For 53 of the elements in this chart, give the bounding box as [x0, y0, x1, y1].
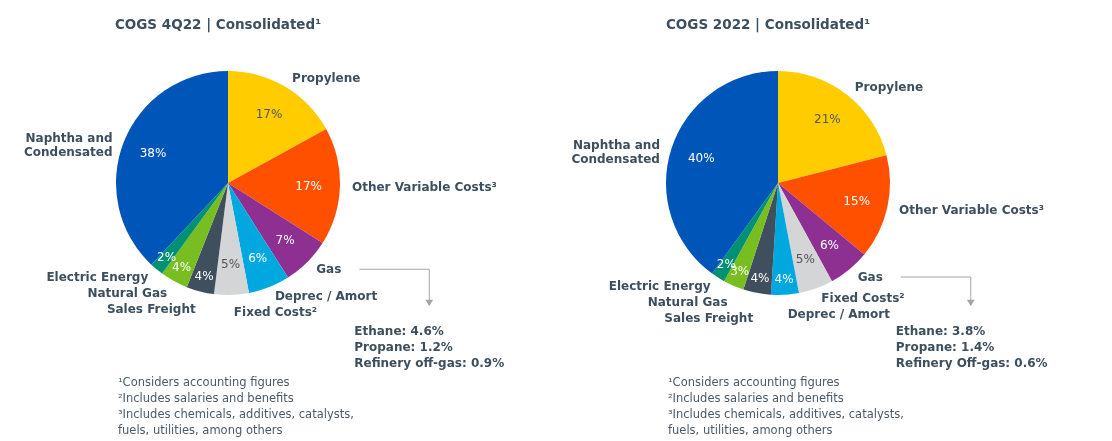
data-label: 21%: [814, 112, 841, 127]
slice-label: Electric Energy: [608, 279, 711, 294]
pie-slice: [228, 129, 340, 244]
text: ³Includes chemicals, additives, catalysts,: [668, 407, 904, 421]
slice-label: Other Variable Costs³: [351, 179, 497, 194]
data-label: 4%: [750, 270, 770, 285]
text: ¹Considers accounting figures: [668, 375, 840, 389]
pie-slice: [213, 183, 249, 295]
text: Propane: 1.4%: [895, 340, 995, 354]
pie-slice: [666, 71, 778, 274]
text: Ethane: 3.8%: [895, 324, 986, 338]
text: Propane: 1.2%: [354, 340, 453, 354]
text: ¹Considers accounting figures: [118, 375, 290, 389]
text: Refinery Off-gas: 0.6%: [895, 356, 1048, 370]
slice-label: Natural Gas: [647, 295, 728, 310]
data-label: 7%: [275, 233, 295, 248]
text: ²Includes salaries and benefits: [668, 391, 844, 405]
data-label: 5%: [795, 251, 815, 266]
slice-label: Deprec / Amort: [274, 289, 378, 304]
slice-label: Naphtha and Condensated: [23, 131, 113, 160]
slice-label: Gas: [316, 262, 342, 277]
slice-label: Deprec / Amort: [787, 306, 891, 321]
pie-slice: [778, 155, 890, 255]
chart-title: COGS 4Q22 | Consolidated¹: [114, 16, 322, 33]
slice-label: Electric Energy: [46, 270, 149, 284]
data-label: 40%: [687, 151, 715, 166]
text: ²Includes salaries and benefits: [118, 391, 294, 405]
text: fuels, utilities, among others: [668, 423, 833, 437]
data-label: 17%: [295, 178, 322, 193]
data-label: 4%: [172, 260, 192, 275]
slice-label: Sales Freight: [664, 311, 754, 326]
slice-label: Gas: [857, 270, 883, 284]
slice-label: Naphtha and Condensated: [571, 138, 660, 167]
data-label: 6%: [819, 238, 839, 253]
data-label: 15%: [843, 193, 871, 208]
data-label: 4%: [194, 269, 214, 284]
text: Ethane: 4.6%: [354, 324, 444, 338]
text: Refinery off-gas: 0.9%: [354, 356, 505, 370]
slice-label: Fixed Costs²: [821, 290, 905, 305]
slice-label: Propylene: [854, 79, 924, 94]
data-label: 17%: [255, 106, 283, 121]
data-label: 4%: [774, 272, 794, 287]
data-label: 6%: [248, 250, 268, 265]
data-label: 5%: [221, 256, 241, 271]
text: fuels, utilities, among others: [118, 423, 283, 437]
chart-title: COGS 2022 | Consolidated¹: [665, 16, 871, 33]
slice-label: Fixed Costs²: [233, 305, 318, 320]
slice-label: Natural Gas: [87, 286, 168, 300]
text: ³Includes chemicals, additives, catalysts,: [118, 407, 354, 421]
slice-label: Propylene: [292, 70, 361, 85]
data-label: 38%: [139, 146, 167, 161]
slice-label: Sales Freight: [106, 302, 196, 316]
slice-label: Other Variable Costs³: [899, 202, 1044, 217]
